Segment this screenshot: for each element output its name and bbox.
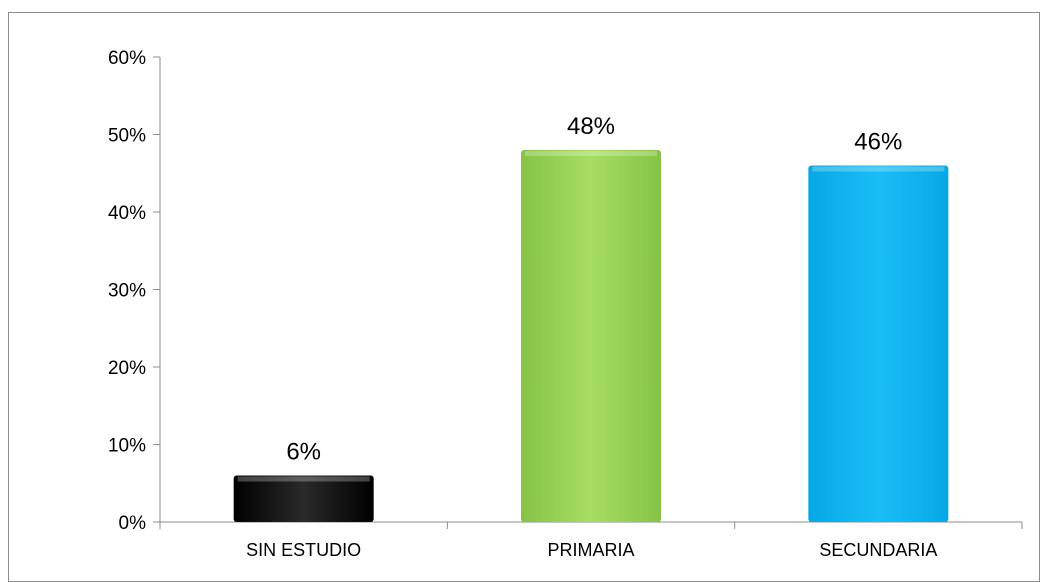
category-label: PRIMARIA (547, 540, 634, 560)
y-tick-label: 20% (108, 358, 146, 379)
bar-group (233, 475, 374, 522)
bars (233, 150, 949, 522)
category-label: SIN ESTUDIO (246, 540, 361, 560)
data-label: 6% (286, 439, 321, 466)
y-tick-label: 30% (108, 281, 146, 302)
bar-highlight (812, 166, 945, 172)
bar (808, 165, 949, 522)
y-tick-label: 10% (108, 436, 146, 457)
bar-group (808, 165, 949, 522)
y-tick-label: 50% (108, 126, 146, 147)
category-label: SECUNDARIA (819, 540, 937, 560)
bar-highlight (525, 151, 657, 156)
y-tick-label: 60% (108, 48, 146, 69)
bar-group (521, 150, 661, 522)
bar (233, 475, 374, 522)
bar-highlight (237, 476, 370, 482)
bar (521, 150, 661, 522)
y-tick-label: 0% (119, 513, 147, 534)
data-label: 48% (567, 113, 615, 140)
labels: 6% SIN ESTUDIO 48% PRIMARIA 46% SECUNDARIA (246, 113, 937, 560)
data-label: 46% (854, 129, 902, 156)
y-tick-label: 40% (108, 203, 146, 224)
